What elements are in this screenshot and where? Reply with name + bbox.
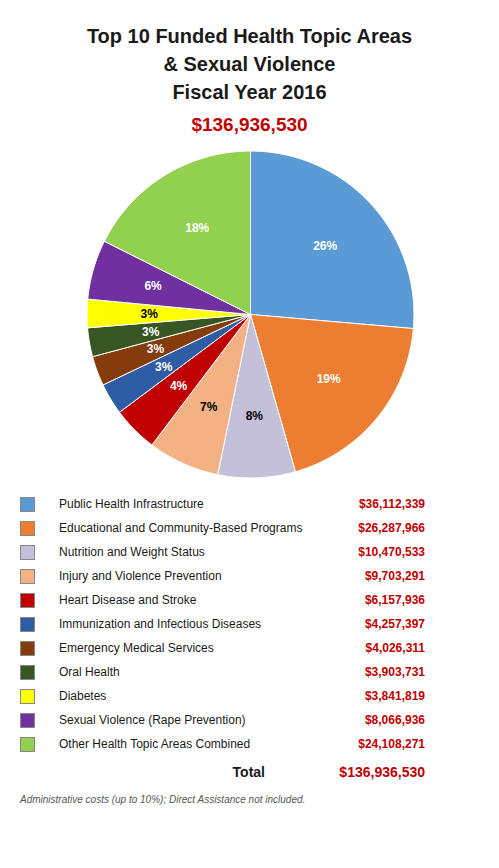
html-text:$36,112,339: $36,112,339 (358, 497, 425, 511)
html-text:Nutrition and Weight Status: Nutrition and Weight Status (59, 545, 205, 559)
html-text:Diabetes: Diabetes (59, 689, 107, 703)
svg-text:8%: 8% (245, 409, 263, 423)
html-text:Fiscal Year 2016: Fiscal Year 2016 (172, 81, 327, 103)
svg-text:3%: 3% (155, 360, 173, 374)
html-text:$24,108,271: $24,108,271 (358, 737, 425, 751)
svg-text:3%: 3% (141, 325, 159, 339)
html-text:& Sexual Violence: & Sexual Violence (163, 53, 336, 75)
html-text:$6,157,936: $6,157,936 (364, 593, 425, 607)
html-text:$4,026,311: $4,026,311 (365, 641, 425, 655)
html-text:Total: Total (232, 764, 265, 780)
html-text:$4,257,397: $4,257,397 (364, 617, 425, 631)
html-text:$10,470,533: $10,470,533 (358, 545, 425, 559)
html-text:$9,703,291: $9,703,291 (364, 569, 425, 583)
html-text:$136,936,530: $136,936,530 (191, 114, 308, 135)
svg-text:3%: 3% (140, 307, 158, 321)
html-text:Injury and Violence Prevention: Injury and Violence Prevention (59, 569, 222, 583)
html-text:Immunization and Infectious Di: Immunization and Infectious Diseases (59, 617, 262, 631)
html-text:Educational and Community-Base: Educational and Community-Based Programs (59, 521, 303, 535)
html-text:Other Health Topic Areas Combi: Other Health Topic Areas Combined (59, 737, 251, 751)
svg-text:3%: 3% (146, 342, 164, 356)
html-text:Top 10 Funded Health Topic Are: Top 10 Funded Health Topic Areas (86, 25, 413, 47)
html-text:$3,903,731: $3,903,731 (364, 665, 425, 679)
html-text:Sexual Violence (Rape Preventi: Sexual Violence (Rape Prevention) (59, 713, 246, 727)
svg-text:18%: 18% (185, 221, 209, 235)
svg-text:7%: 7% (200, 400, 218, 414)
html-text:Emergency Medical Services: Emergency Medical Services (59, 641, 214, 655)
html-text:$136,936,530: $136,936,530 (339, 764, 425, 780)
html-text:$3,841,819: $3,841,819 (364, 689, 425, 703)
svg-text:26%: 26% (313, 239, 337, 253)
html-text:$8,066,936: $8,066,936 (364, 713, 425, 727)
html-text:Public Health Infrastructure: Public Health Infrastructure (59, 497, 204, 511)
svg-text:6%: 6% (144, 279, 162, 293)
svg-text:19%: 19% (316, 372, 340, 386)
html-text:Administrative costs (up to 10: Administrative costs (up to 10%); Direct… (20, 794, 306, 805)
html-text:$26,287,966: $26,287,966 (358, 521, 425, 535)
html-text:Heart Disease and Stroke: Heart Disease and Stroke (59, 593, 197, 607)
html-text:Oral Health: Oral Health (59, 665, 120, 679)
svg-text:4%: 4% (169, 379, 187, 393)
